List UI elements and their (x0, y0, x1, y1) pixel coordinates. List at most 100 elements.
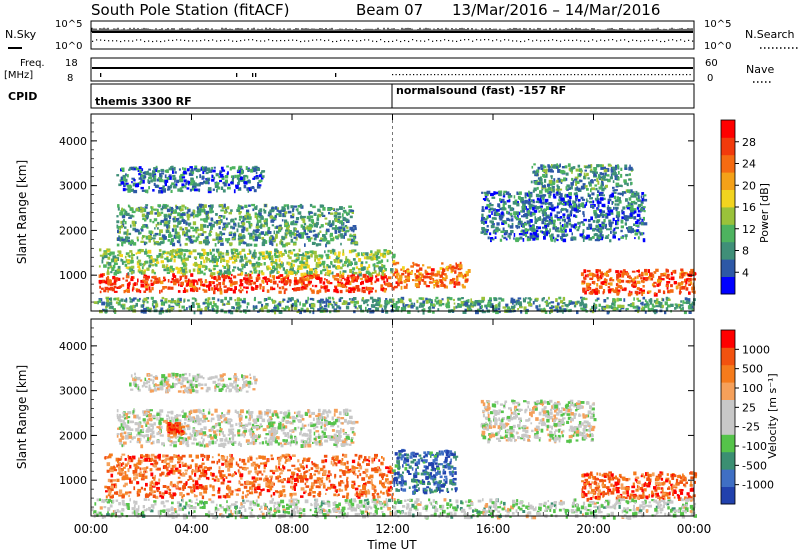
data-cell (437, 271, 440, 275)
data-cell (636, 192, 640, 196)
data-cell (387, 284, 390, 288)
data-cell (316, 217, 320, 221)
data-cell (327, 222, 331, 226)
data-cell (403, 285, 408, 289)
data-cell (495, 226, 499, 230)
data-cell (690, 281, 693, 285)
data-cell (285, 229, 289, 232)
data-cell (344, 230, 347, 233)
data-cell (509, 212, 513, 216)
data-cell (154, 212, 157, 215)
data-cell (246, 253, 250, 255)
data-cell (321, 260, 326, 265)
data-cell (319, 280, 322, 284)
data-cell (327, 249, 330, 253)
data-cell (689, 277, 692, 282)
data-cell (278, 224, 282, 228)
data-cell (108, 279, 112, 284)
data-cell (688, 310, 692, 314)
data-cell (556, 184, 559, 188)
data-cell (248, 179, 250, 183)
data-cell (305, 264, 310, 269)
nave-dot (507, 74, 509, 76)
data-cell (408, 304, 413, 308)
data-cell (317, 258, 321, 261)
data-cell (609, 282, 613, 286)
data-cell (132, 223, 136, 227)
data-cell (679, 275, 682, 279)
nave-dot (626, 74, 628, 76)
nave-dot (616, 74, 618, 76)
data-cell (325, 228, 330, 233)
data-cell (552, 223, 556, 228)
data-cell (188, 278, 190, 282)
data-cell (148, 168, 151, 171)
data-cell (614, 189, 618, 192)
data-cell (360, 263, 363, 268)
data-cell (389, 283, 393, 287)
data-cell (514, 199, 518, 204)
data-cell (229, 296, 233, 301)
data-cell (160, 307, 164, 312)
data-cell (154, 184, 159, 188)
data-cell (569, 228, 572, 233)
data-cell (343, 227, 346, 232)
data-cell (245, 286, 249, 290)
data-cell (169, 206, 171, 209)
data-cell (141, 266, 144, 270)
data-cell (413, 263, 415, 266)
data-cell (134, 304, 136, 309)
data-cell (428, 300, 431, 304)
data-cell (168, 167, 173, 171)
data-cell (300, 279, 305, 284)
data-cell (210, 272, 213, 276)
data-cell (154, 232, 159, 236)
data-cell (337, 259, 341, 263)
data-cell (239, 172, 241, 176)
data-cell (264, 231, 268, 236)
data-cell (264, 218, 268, 222)
data-cell (602, 166, 606, 170)
data-cell (156, 208, 159, 213)
data-cell (575, 182, 578, 186)
nsearch-dot (344, 39, 346, 41)
data-cell (582, 234, 585, 238)
data-cell (673, 269, 677, 274)
data-cell (233, 222, 237, 226)
data-cell (637, 209, 642, 213)
data-cell (243, 297, 246, 301)
data-cell (292, 263, 295, 267)
data-cell (211, 305, 214, 309)
data-cell (604, 172, 607, 176)
data-cell (531, 204, 535, 208)
nsearch-dot (500, 40, 502, 42)
data-cell (99, 285, 101, 289)
data-cell (211, 297, 216, 300)
data-cell (595, 225, 598, 228)
data-cell (342, 252, 345, 256)
data-cell (625, 219, 628, 222)
data-cell (533, 187, 537, 192)
data-cell (226, 260, 230, 263)
data-cell (163, 268, 167, 272)
data-cell (154, 241, 157, 245)
nave-dot (623, 74, 625, 76)
data-cell (292, 249, 296, 252)
data-cell (531, 199, 535, 202)
data-cell (239, 279, 243, 283)
data-cell (190, 226, 194, 229)
data-cell (467, 307, 470, 311)
data-cell (583, 175, 586, 180)
data-cell (160, 211, 164, 214)
data-cell (435, 282, 438, 285)
data-cell (499, 216, 503, 221)
data-cell (381, 307, 384, 312)
data-cell (145, 171, 149, 175)
data-cell (273, 276, 275, 281)
data-cell (281, 235, 284, 239)
data-cell (262, 289, 265, 292)
data-cell (142, 271, 146, 275)
data-cell (689, 271, 692, 275)
data-cell (160, 176, 163, 180)
data-cell (126, 174, 129, 178)
